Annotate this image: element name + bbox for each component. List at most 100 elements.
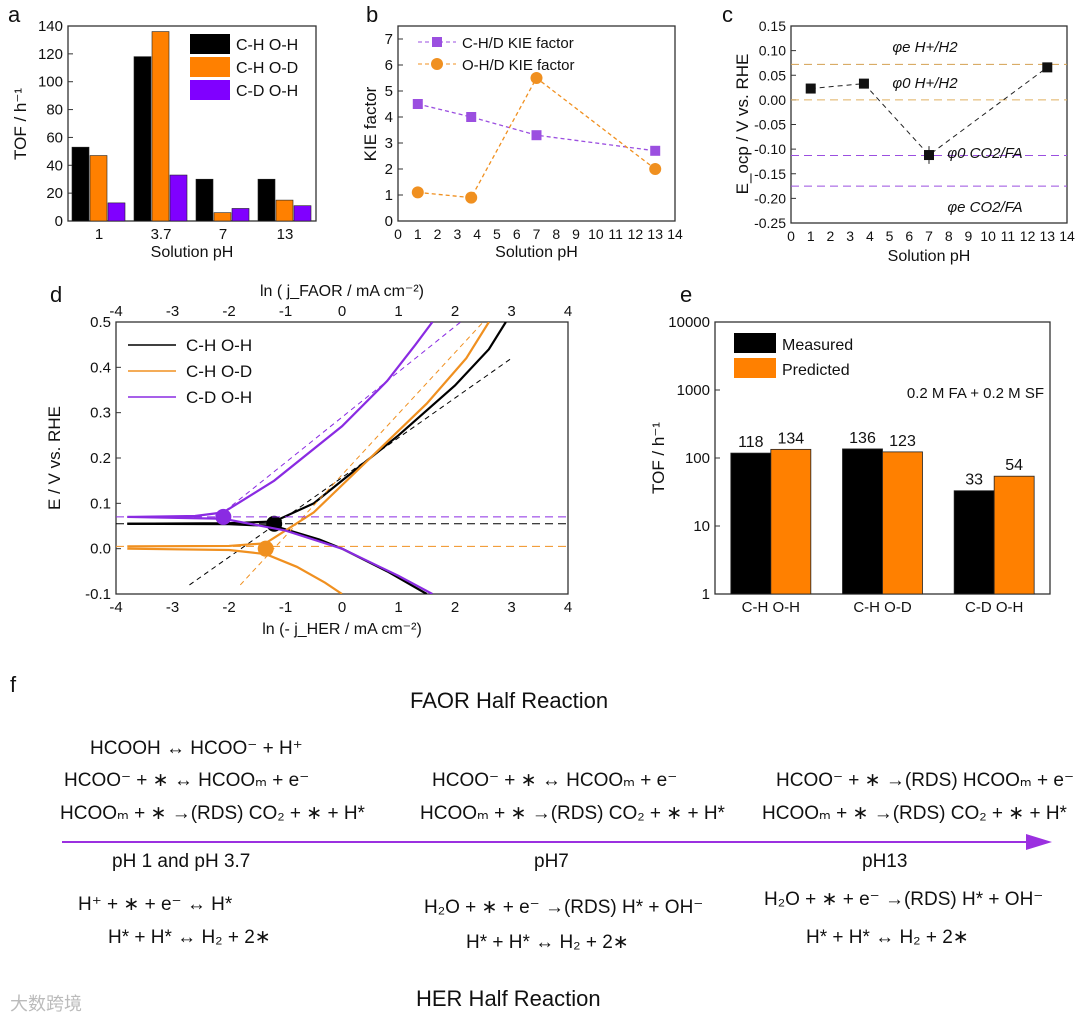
y-tick-label: 1: [702, 586, 710, 603]
x-tick-label: 14: [667, 226, 683, 242]
tafel-fit-line: [239, 322, 484, 586]
panel-label-c: c: [722, 2, 733, 27]
x-tick-label: 13: [647, 226, 663, 242]
y-axis-label: TOF / h⁻¹: [649, 422, 668, 494]
x-tick-label: 3: [846, 228, 854, 244]
x-tick-label: 9: [572, 226, 580, 242]
reference-label: φ0 CO2/FA: [947, 145, 1022, 162]
plot-frame: [397, 25, 676, 222]
arrow-head-icon: [1026, 834, 1052, 850]
bar: [257, 178, 276, 222]
x-tick-label: 0: [787, 228, 795, 244]
eq-c3-faor-1: HCOO⁻ + ∗ →(RDS) HCOOₘ + e⁻: [776, 770, 1075, 791]
data-point: [531, 130, 542, 141]
panel-label-b: b: [366, 2, 379, 27]
y-tick-label: 10: [693, 518, 710, 535]
y-tick-label: 0: [385, 213, 393, 230]
y-tick-label: 0.10: [759, 43, 786, 59]
x2-tick-label: 1: [394, 303, 402, 320]
data-label: 118: [738, 434, 764, 451]
x-tick-label: 13: [277, 226, 294, 243]
bar: [231, 208, 250, 222]
series-line: [810, 66, 1048, 156]
x-tick-label: 3: [453, 226, 461, 242]
series-line: [417, 103, 656, 152]
bar: [195, 178, 214, 222]
x-tick-label: -4: [109, 599, 122, 616]
data-point: [858, 78, 869, 89]
y-tick-label: 0.5: [90, 314, 111, 331]
eq-c1-faor-2: HCOO⁻ + ∗ ↔ HCOOₘ + e⁻: [64, 770, 310, 791]
x-tick-label: -2: [222, 599, 235, 616]
y-tick-label: 2: [385, 161, 393, 178]
x-tick-label: C-D O-H: [965, 599, 1023, 616]
bar: [882, 451, 923, 595]
x2-tick-label: 0: [338, 303, 346, 320]
y-tick-label: 3: [385, 135, 393, 152]
ph-label-2: pH7: [534, 851, 569, 872]
legend-label: C-H/D KIE factor: [462, 35, 574, 52]
x-tick-label: 2: [827, 228, 835, 244]
y-tick-label: 60: [46, 129, 63, 146]
x-tick-label: 1: [394, 599, 402, 616]
bar: [151, 31, 170, 222]
x-tick-label: 13: [1039, 228, 1055, 244]
faor-curve: [127, 322, 490, 548]
plot-frame: [67, 25, 317, 222]
x-tick-label: 2: [451, 599, 459, 616]
x-tick-label: 11: [608, 226, 623, 242]
series-line: [417, 77, 656, 199]
bar: [213, 212, 232, 222]
x-tick-label: 3: [507, 599, 515, 616]
legend-label: C-H O-H: [236, 37, 298, 54]
y-tick-label: 40: [46, 157, 63, 174]
y-axis-label: KIE factor: [361, 86, 380, 161]
curve-group: [116, 322, 568, 594]
eq-c1-her-1: H⁺ + ∗ + e⁻ ↔ H*: [78, 894, 233, 915]
x2-tick-label: 3: [507, 303, 515, 320]
data-label: 33: [965, 472, 983, 489]
eq-c2-her-2: H* + H* ↔ H₂ + 2∗: [466, 932, 629, 953]
data-label: 54: [1005, 457, 1023, 474]
y-tick-label: 0.3: [90, 405, 111, 422]
legend-swatch: [190, 34, 230, 54]
y-tick-label: -0.1: [85, 586, 111, 603]
x-tick-label: 10: [588, 226, 604, 242]
x-tick-label: 1: [95, 226, 103, 243]
y-tick-label: 0: [55, 213, 63, 230]
eq-c3-her-2: H* + H* ↔ H₂ + 2∗: [806, 927, 969, 948]
y-tick-label: 100: [38, 74, 63, 91]
watermark: 大数跨境: [10, 994, 82, 1014]
bar: [71, 146, 90, 222]
her-curve: [127, 515, 433, 594]
faor-curve: [127, 322, 507, 525]
x-tick-label: 0: [338, 599, 346, 616]
bar: [842, 448, 883, 595]
ocp-point: [257, 540, 274, 557]
reference-label: φe H+/H2: [892, 39, 958, 56]
legend-label: Measured: [782, 337, 853, 354]
x-tick-label: 12: [1020, 228, 1036, 244]
legend-swatch: [190, 57, 230, 77]
y-tick-label: 20: [46, 185, 63, 202]
x-tick-label: 5: [493, 226, 501, 242]
x-tick-label: 1: [414, 226, 422, 242]
x-tick-label: 10: [980, 228, 996, 244]
x-tick-label: 5: [886, 228, 894, 244]
panel-label-f: f: [10, 672, 17, 697]
x-tick-label: 8: [552, 226, 560, 242]
y-tick-label: 0.2: [90, 450, 111, 467]
data-point: [649, 163, 662, 175]
x2-tick-label: -3: [166, 303, 179, 320]
x2-axis-label: ln ( j_FAOR / mA cm⁻²): [260, 283, 424, 300]
x-tick-label: -3: [166, 599, 179, 616]
eq-c2-her-1: H₂O + ∗ + e⁻ →(RDS) H* + OH⁻: [424, 897, 704, 918]
tafel-fit-line: [189, 357, 512, 586]
x-tick-label: 4: [473, 226, 481, 242]
x-axis-label: Solution pH: [888, 248, 971, 265]
y-axis-label: E_ocp / V vs. RHE: [733, 54, 752, 195]
legend-label: C-D O-H: [236, 83, 298, 100]
her-curve: [127, 547, 343, 594]
data-point: [805, 83, 816, 94]
